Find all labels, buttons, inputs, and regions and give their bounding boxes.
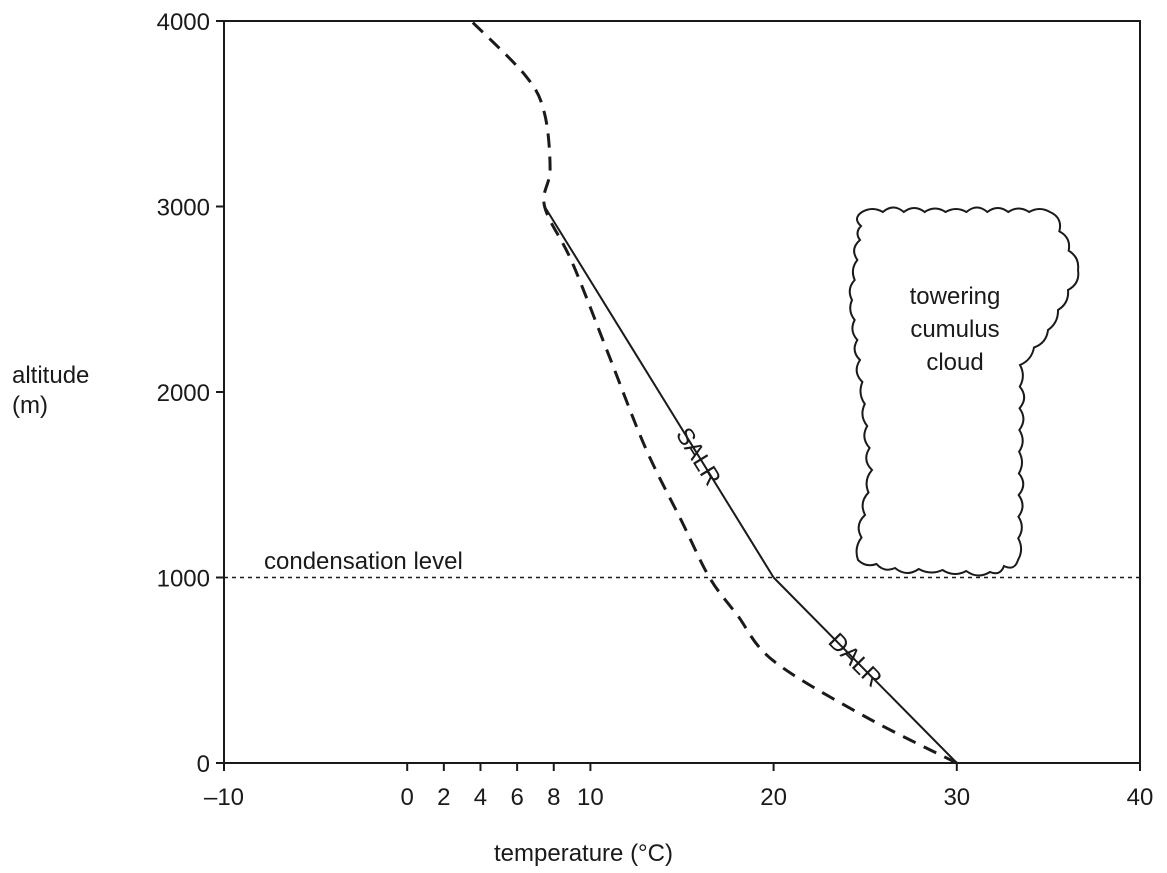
x-tick-label: –10: [204, 784, 244, 811]
y-tick-label: 3000: [157, 195, 210, 222]
cloud-shape: [848, 206, 1080, 577]
dalr-line: [772, 576, 958, 764]
x-tick-label: 10: [577, 784, 604, 811]
y-axis-label-line-1: altitude: [12, 362, 90, 389]
cloud-label-line-3: cloud: [926, 349, 984, 376]
cloud-label-line-1: towering: [909, 283, 1001, 310]
salr-line: [543, 205, 775, 579]
cloud-outline: [848, 206, 1080, 577]
x-tick-label: 4: [474, 784, 487, 811]
y-tick-label: 2000: [157, 380, 210, 407]
y-tick-label: 4000: [157, 9, 210, 36]
y-tick-label: 1000: [157, 566, 210, 593]
x-axis-label: temperature (°C): [494, 840, 673, 867]
x-tick-label: 20: [760, 784, 787, 811]
x-tick-label: 40: [1127, 784, 1154, 811]
x-tick-label: 30: [943, 784, 970, 811]
x-tick-label: 2: [437, 784, 450, 811]
x-tick-label: 0: [401, 784, 414, 811]
y-axis-label-line-2: (m): [12, 392, 48, 419]
environmental-lapse-line: [470, 19, 958, 765]
x-tick-label: 8: [547, 784, 560, 811]
x-tick-label: 6: [510, 784, 523, 811]
y-tick-label: 0: [197, 751, 210, 778]
condensation-level-label: condensation level: [264, 548, 463, 575]
cloud-label: towering cumulus cloud: [880, 280, 1030, 379]
plot-lines: [224, 19, 1140, 765]
x-axis-label-row: temperature (°C): [0, 840, 1167, 868]
cloud-label-line-2: cumulus: [910, 316, 1000, 343]
